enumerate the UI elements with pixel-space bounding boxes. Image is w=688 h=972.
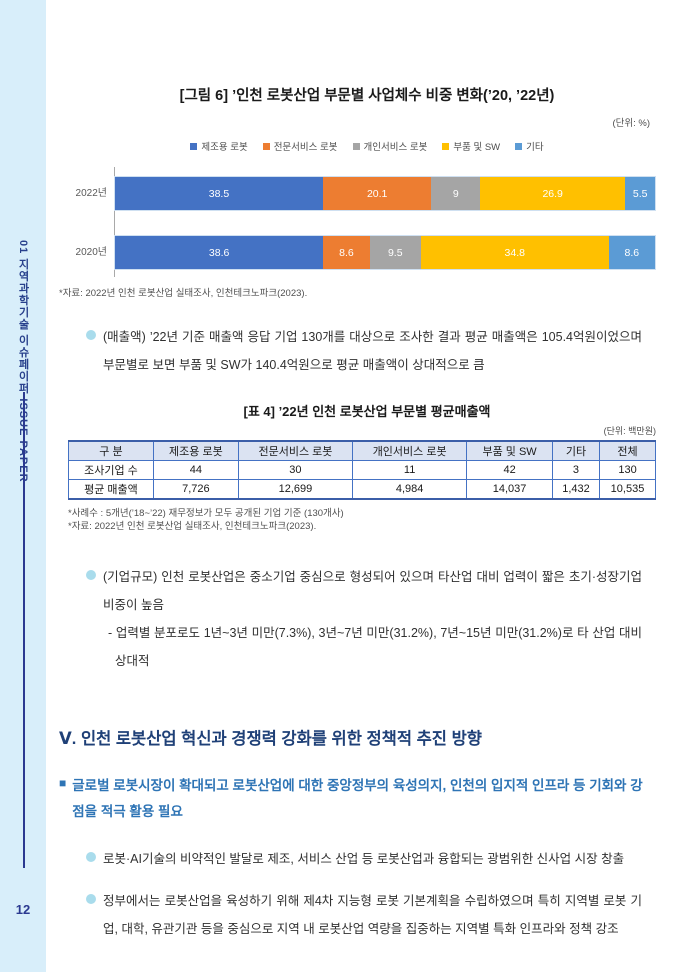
table-cell: 30 — [237, 460, 354, 480]
square-bullet-icon: ■ — [59, 776, 67, 790]
legend-label: 부품 및 SW — [453, 142, 501, 153]
figure-source-note: *자료: 2022년 인천 로봇산업 실태조사, 인천테크노파크(2023). — [59, 288, 308, 299]
issue-paper-vertical-label: 01 지역과학기술 이슈페이퍼 ISSUE PAPER — [17, 240, 29, 483]
bar-segment: 8.6 — [608, 236, 655, 269]
table-note-line: *사례수 : 5개년(’18~’22) 재무정보가 모두 공개된 기업 기준 (… — [68, 508, 344, 519]
table-row: 평균 매출액 7,726 12,699 4,984 14,037 1,432 10,535 — [68, 479, 656, 500]
bar-segment: 9.5 — [369, 236, 421, 269]
legend-item: 개인서비스 로봇 — [352, 139, 428, 153]
table-cell: 1,432 — [551, 479, 601, 500]
legend-swatch-icon — [515, 142, 523, 150]
chart-legend: 제조용 로봇 전문서비스 로봇 개인서비스 로봇 부품 및 SW 기타 — [46, 139, 688, 153]
company-size-sub: - 업력별 분포로도 1년~3년 미만(7.3%), 3년~7년 미만(31.2… — [108, 626, 642, 668]
table-cell: 42 — [466, 460, 553, 480]
bullet-circle-icon — [86, 852, 96, 862]
bar-segment: 9 — [431, 177, 481, 210]
bullet-company-size-text: (기업규모) 인천 로봇산업은 중소기업 중심으로 형성되어 있으며 타산업 대… — [103, 563, 642, 675]
bullet-sales-text: (매출액) ’22년 기준 매출액 응답 기업 130개를 대상으로 조사한 결… — [103, 330, 642, 372]
table-header-cell: 제조용 로봇 — [152, 440, 239, 461]
legend-item: 제조용 로봇 — [190, 139, 248, 153]
bar-segment: 5.5 — [625, 177, 656, 210]
legend-swatch-icon — [190, 142, 198, 150]
table-unit-label: (단위: 백만원) — [603, 426, 656, 436]
table-header-cell: 개인서비스 로봇 — [352, 440, 468, 461]
bar-category-label: 2020년 — [75, 247, 107, 258]
table-cell: 10,535 — [599, 479, 656, 500]
table-cell: 44 — [152, 460, 239, 480]
table-header-cell: 전체 — [599, 440, 656, 461]
table-header-cell: 부품 및 SW — [466, 440, 553, 461]
table-cell: 14,037 — [466, 479, 553, 500]
table-cell: 3 — [551, 460, 601, 480]
subsection-heading: ■ 글로벌 로봇시장이 확대되고 로봇산업에 대한 중앙정부의 육성의지, 인천… — [59, 773, 648, 825]
bullet-robot-ai-text: 로봇·AI기술의 비약적인 발달로 제조, 서비스 산업 등 로봇산업과 융합되… — [103, 852, 625, 866]
subsection-text: 글로벌 로봇시장이 확대되고 로봇산업에 대한 중앙정부의 육성의지, 인천의 … — [72, 778, 643, 819]
bar-row: 2020년 38.6 8.6 9.5 34.8 8.6 — [76, 235, 656, 270]
table-body: 조사기업 수 44 30 11 42 3 130 평균 매출액 7,726 12,699 4,984… — [68, 460, 656, 500]
table-row: 조사기업 수 44 30 11 42 3 130 — [68, 460, 656, 480]
bullet-sales: (매출액) ’22년 기준 매출액 응답 기업 130개를 대상으로 조사한 결… — [86, 323, 642, 379]
section-v-title: Ⅴ. 인천 로봇산업 혁신과 경쟁력 강화를 위한 정책적 추진 방향 — [59, 730, 482, 748]
bar-category-label: 2022년 — [75, 188, 107, 199]
table-title: [표 4] ’22년 인천 로봇산업 부문별 평균매출액 — [243, 404, 491, 419]
bullet-circle-icon — [86, 570, 96, 580]
bullet-circle-icon — [86, 330, 96, 340]
left-sidebar: 01 지역과학기술 이슈페이퍼 ISSUE PAPER 12 — [0, 0, 46, 972]
table-header-row: 구 분 제조용 로봇 전문서비스 로봇 개인서비스 로봇 부품 및 SW 기타 전체 — [68, 440, 656, 461]
bar-row: 2022년 38.5 20.1 9 26.9 5.5 — [76, 176, 656, 211]
table-header-cell: 전문서비스 로봇 — [237, 440, 354, 461]
figure-unit-label: (단위: %) — [612, 118, 650, 129]
sidebar-divider-line — [23, 392, 25, 868]
bar-segment: 38.5 — [115, 177, 323, 210]
figure-title: [그림 6] ’인천 로봇산업 부문별 사업체수 비중 변화(’20, ’22년… — [179, 88, 555, 104]
bar-segment: 26.9 — [480, 177, 626, 210]
legend-item: 전문서비스 로봇 — [262, 139, 338, 153]
bullet-government-text: 정부에서는 로봇산업을 육성하기 위해 제4차 지능형 로봇 기본계획을 수립하… — [103, 894, 642, 936]
bullet-circle-icon — [86, 894, 96, 904]
table-cell: 130 — [599, 460, 656, 480]
chart-plot: 2022년 38.5 20.1 9 26.9 5.5 2020년 38.6 8.6 9.5 34.8… — [76, 167, 656, 277]
table-cell: 12,699 — [237, 479, 354, 500]
table-cell: 4,984 — [352, 479, 468, 500]
bar-segment: 34.8 — [420, 236, 609, 269]
page-number: 12 — [15, 902, 31, 917]
table-notes: *사례수 : 5개년(’18~’22) 재무정보가 모두 공개된 기업 기준 (… — [68, 507, 688, 533]
bullet-government: 정부에서는 로봇산업을 육성하기 위해 제4차 지능형 로봇 기본계획을 수립하… — [86, 887, 642, 943]
legend-swatch-icon — [262, 142, 270, 150]
table-cell: 평균 매출액 — [68, 479, 154, 500]
legend-item: 부품 및 SW — [442, 139, 500, 153]
table-header-cell: 구 분 — [68, 440, 154, 461]
legend-label: 개인서비스 로봇 — [363, 142, 428, 153]
bar-segment: 38.6 — [115, 236, 324, 269]
legend-swatch-icon — [352, 142, 360, 150]
bar-segment: 8.6 — [323, 236, 370, 269]
bullet-company-size: (기업규모) 인천 로봇산업은 중소기업 중심으로 형성되어 있으며 타산업 대… — [86, 563, 642, 675]
legend-label: 제조용 로봇 — [201, 142, 248, 153]
legend-label: 전문서비스 로봇 — [273, 142, 338, 153]
table-note-line: *자료: 2022년 인천 로봇산업 실태조사, 인천테크노파크(2023). — [68, 521, 317, 532]
bullet-robot-ai: 로봇·AI기술의 비약적인 발달로 제조, 서비스 산업 등 로봇산업과 융합되… — [86, 845, 642, 873]
stacked-bar-chart: 2022년 38.5 20.1 9 26.9 5.5 2020년 38.6 8.6 9.5 34.8… — [76, 167, 688, 277]
bar-segment: 20.1 — [322, 177, 432, 210]
table-cell: 7,726 — [152, 479, 239, 500]
table-header-cell: 기타 — [551, 440, 601, 461]
legend-label: 기타 — [526, 142, 544, 153]
company-size-main: (기업규모) 인천 로봇산업은 중소기업 중심으로 형성되어 있으며 타산업 대… — [103, 570, 642, 612]
average-sales-table: 구 분 제조용 로봇 전문서비스 로봇 개인서비스 로봇 부품 및 SW 기타 전체 조사기… — [68, 440, 656, 500]
table-cell: 11 — [352, 460, 468, 480]
legend-item: 기타 — [515, 139, 544, 153]
page-content: [그림 6] ’인천 로봇산업 부문별 사업체수 비중 변화(’20, ’22년… — [46, 0, 688, 972]
legend-swatch-icon — [442, 142, 450, 150]
table-cell: 조사기업 수 — [68, 460, 154, 480]
